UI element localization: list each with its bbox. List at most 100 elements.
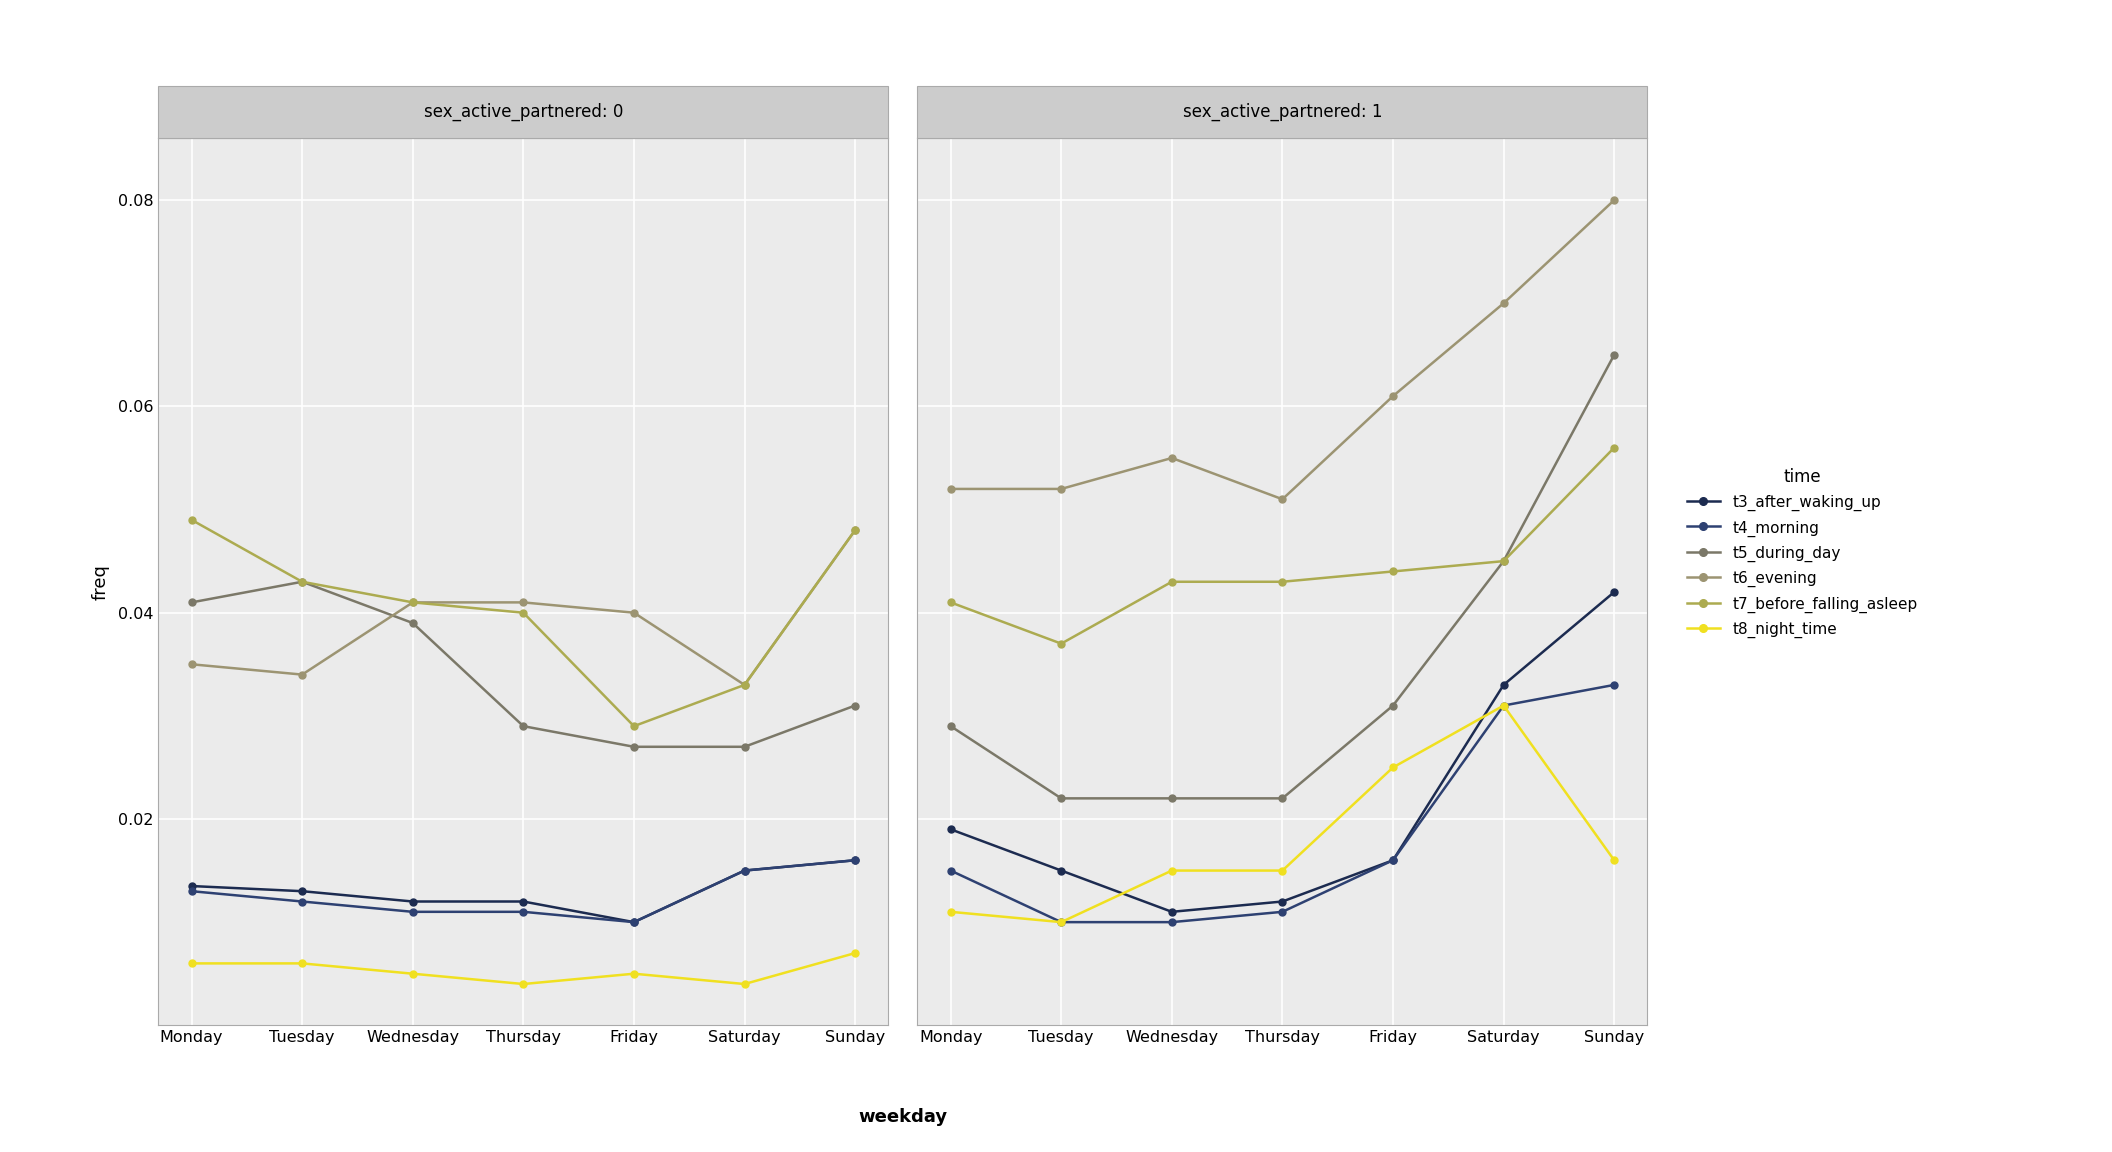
t4_morning [289,895,315,909]
Line: t6_evening: t6_evening [188,526,860,689]
Line: t7_before_falling_asleep: t7_before_falling_asleep [946,445,1618,647]
t8_night_time [180,956,205,970]
t7_before_falling_asleep [1269,575,1295,589]
t5_during_day [1269,791,1295,805]
t5_during_day [843,698,868,712]
t8_night_time [399,967,425,980]
t7_before_falling_asleep [1048,637,1073,651]
t4_morning [843,854,868,867]
t4_morning [511,905,536,919]
Line: t6_evening: t6_evening [946,197,1618,502]
t6_evening [1381,389,1407,403]
t7_before_falling_asleep [1381,564,1407,578]
t6_evening [1491,296,1516,310]
t7_before_falling_asleep [938,596,963,609]
t7_before_falling_asleep [1491,554,1516,568]
t7_before_falling_asleep [733,679,758,692]
t6_evening [1159,452,1185,465]
Line: t3_after_waking_up: t3_after_waking_up [946,589,1618,916]
t7_before_falling_asleep [511,606,536,620]
t8_night_time [1159,864,1185,878]
t7_before_falling_asleep [621,719,646,733]
t7_before_falling_asleep [1159,575,1185,589]
t4_morning [938,864,963,878]
t5_during_day [289,575,315,589]
t3_after_waking_up [1048,864,1073,878]
t3_after_waking_up [1601,585,1626,599]
t5_during_day [1381,698,1407,712]
t4_morning [1381,854,1407,867]
t4_morning [399,905,425,919]
Y-axis label: freq: freq [91,563,110,600]
Line: t4_morning: t4_morning [946,682,1618,925]
t8_night_time [938,905,963,919]
t5_during_day [1048,791,1073,805]
t7_before_falling_asleep [1601,441,1626,455]
t4_morning [1491,698,1516,712]
t8_night_time [1381,760,1407,774]
t4_morning [1269,905,1295,919]
Legend: t3_after_waking_up, t4_morning, t5_during_day, t6_evening, t7_before_falling_asl: t3_after_waking_up, t4_morning, t5_durin… [1687,468,1918,638]
t7_before_falling_asleep [289,575,315,589]
t8_night_time [511,977,536,991]
t5_during_day [938,719,963,733]
t5_during_day [1159,791,1185,805]
t3_after_waking_up [1381,854,1407,867]
t3_after_waking_up [1159,905,1185,919]
t4_morning [1159,915,1185,929]
t4_morning [621,915,646,929]
t6_evening [1269,492,1295,506]
Line: t8_night_time: t8_night_time [946,702,1618,925]
Line: t5_during_day: t5_during_day [946,351,1618,802]
t5_during_day [399,616,425,630]
t3_after_waking_up [1491,679,1516,692]
Line: t4_morning: t4_morning [188,857,860,925]
t6_evening [1048,482,1073,495]
t8_night_time [1269,864,1295,878]
Text: weekday: weekday [857,1108,948,1127]
t4_morning [180,885,205,899]
Line: t3_after_waking_up: t3_after_waking_up [188,857,860,925]
t3_after_waking_up [399,895,425,909]
t8_night_time [289,956,315,970]
t6_evening [733,679,758,692]
t3_after_waking_up [180,879,205,893]
t6_evening [511,596,536,609]
t5_during_day [1601,348,1626,362]
t6_evening [180,658,205,672]
t3_after_waking_up [843,854,868,867]
Text: sex_active_partnered: 0: sex_active_partnered: 0 [425,104,623,121]
t3_after_waking_up [1269,895,1295,909]
t3_after_waking_up [621,915,646,929]
t4_morning [1601,679,1626,692]
t7_before_falling_asleep [399,596,425,609]
t4_morning [1048,915,1073,929]
t3_after_waking_up [289,885,315,899]
Text: sex_active_partnered: 1: sex_active_partnered: 1 [1183,104,1381,121]
t5_during_day [733,740,758,753]
t8_night_time [843,946,868,960]
t8_night_time [1491,698,1516,712]
Line: t7_before_falling_asleep: t7_before_falling_asleep [188,516,860,729]
t6_evening [621,606,646,620]
t8_night_time [1048,915,1073,929]
t6_evening [399,596,425,609]
t7_before_falling_asleep [180,513,205,526]
t8_night_time [621,967,646,980]
t4_morning [733,864,758,878]
t7_before_falling_asleep [843,523,868,537]
t5_during_day [511,719,536,733]
t6_evening [843,523,868,537]
t5_during_day [1491,554,1516,568]
t5_during_day [180,596,205,609]
Line: t5_during_day: t5_during_day [188,578,860,750]
t8_night_time [1601,854,1626,867]
t6_evening [289,668,315,682]
t8_night_time [733,977,758,991]
t5_during_day [621,740,646,753]
t3_after_waking_up [938,823,963,836]
t6_evening [938,482,963,495]
t6_evening [1601,194,1626,207]
t3_after_waking_up [733,864,758,878]
t3_after_waking_up [511,895,536,909]
